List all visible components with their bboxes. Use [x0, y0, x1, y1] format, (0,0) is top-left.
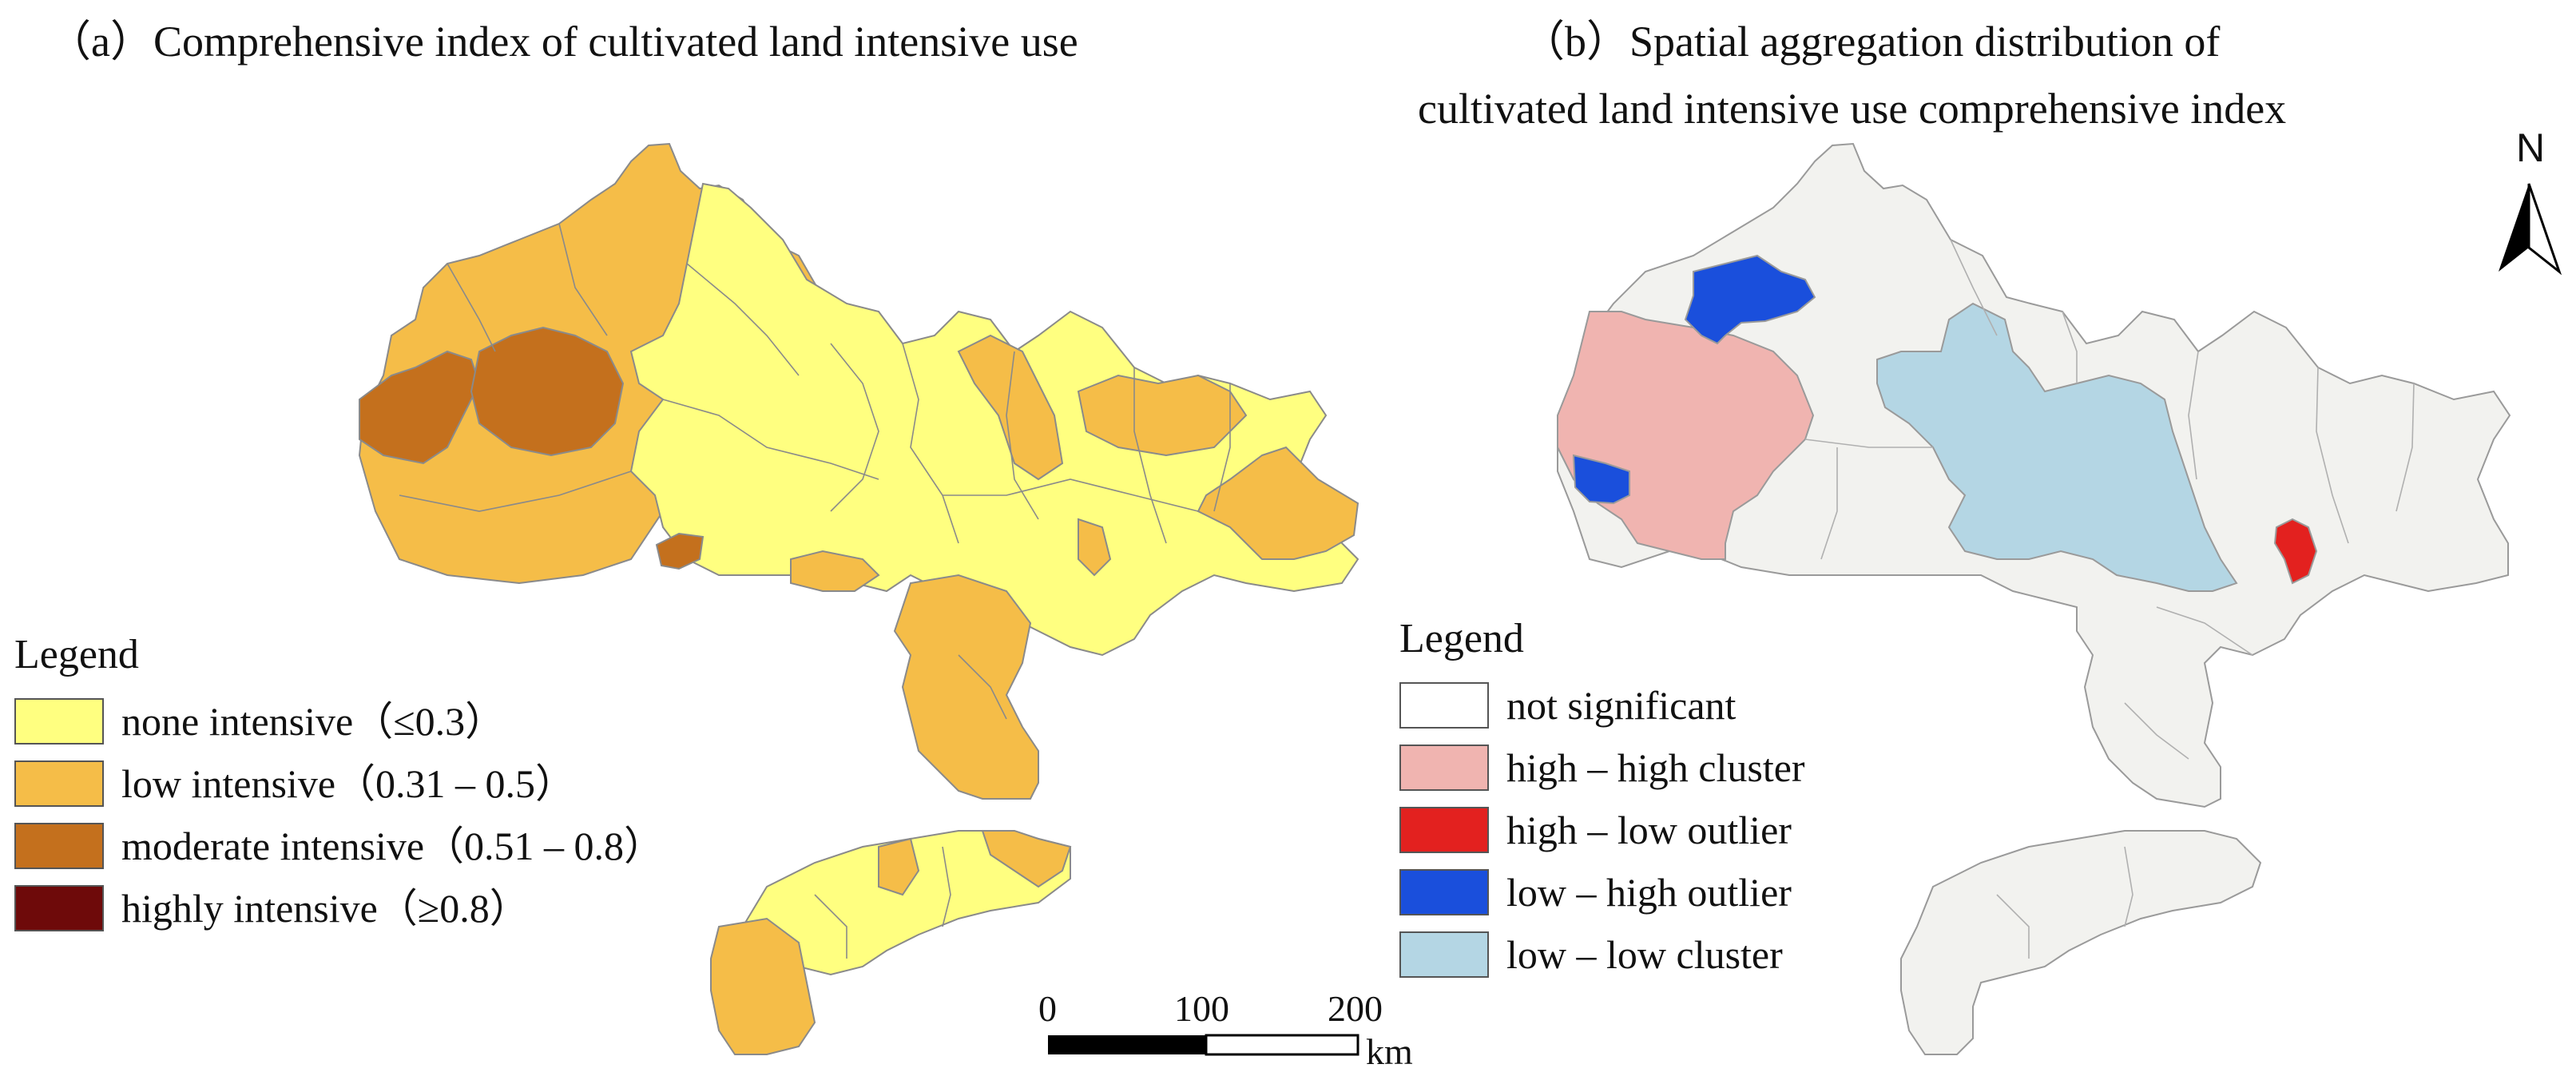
legend-b-label: not significant	[1506, 683, 1737, 728]
map-a-region-island-w	[710, 917, 816, 1055]
legend-a-swatch-moderate	[14, 823, 104, 869]
legend-a-title: Legend	[14, 632, 139, 677]
north-arrow-icon	[2499, 183, 2562, 276]
legend-a-label: low intensive（0.31 – 0.5）	[121, 761, 576, 806]
scale-bar-white-segment	[1205, 1034, 1359, 1056]
legend-b-label: high – high cluster	[1506, 745, 1805, 790]
map-a-region-s2	[1078, 518, 1112, 577]
legend-b-label: low – low cluster	[1506, 932, 1783, 977]
legend-b: Legend not significant high – high clust…	[1399, 615, 1805, 986]
north-label: N	[2516, 125, 2546, 170]
map-b-low-low-cluster	[1876, 302, 2238, 592]
legend-b-swatch-high-high	[1399, 745, 1489, 791]
map-a-region-moderate-2	[470, 326, 625, 457]
map-b-low-high-outlier-north	[1684, 254, 1816, 345]
legend-b-item: high – high cluster	[1399, 737, 1805, 799]
map-b-boundaries	[1804, 239, 2415, 959]
panel-b-title-line2: cultivated land intensive use comprehens…	[1418, 85, 2287, 133]
legend-a-label: none intensive（≤0.3）	[121, 699, 506, 744]
map-b-base-island	[1900, 830, 2262, 1055]
scale-tick-200: 200	[1328, 988, 1383, 1029]
map-a-region-south-coast	[790, 550, 880, 592]
map-a-region-peninsula	[893, 574, 1039, 800]
map-a-region-central	[629, 182, 1359, 657]
scale-bar-black-segment	[1048, 1035, 1206, 1054]
legend-a-label: highly intensive（≥0.8）	[121, 886, 530, 931]
scale-tick-100: 100	[1174, 988, 1229, 1029]
legend-b-item: high – low outlier	[1399, 799, 1805, 861]
map-a-region-east-coast	[1197, 446, 1359, 560]
legend-b-title: Legend	[1399, 616, 1524, 661]
map-a-region-island-c	[878, 837, 920, 896]
legend-b-swatch-not-significant	[1399, 682, 1489, 729]
map-b-high-low-outlier	[2273, 518, 2318, 585]
map-a-region-island-e	[981, 830, 1072, 888]
legend-b-swatch-low-low	[1399, 931, 1489, 978]
legend-b-item: low – high outlier	[1399, 861, 1805, 923]
map-b-low-high-outlier-west	[1572, 454, 1630, 505]
map-b	[1557, 142, 2511, 1055]
scale-tick-0: 0	[1038, 988, 1057, 1029]
map-a-region-ne1	[957, 334, 1064, 481]
map-a	[358, 142, 1359, 1055]
scale-bar	[1048, 1034, 1359, 1056]
legend-a-item: highly intensive（≥0.8）	[14, 877, 664, 939]
map-a-region-moderate-3	[655, 532, 705, 570]
panel-a-title: （a）Comprehensive index of cultivated lan…	[48, 18, 1078, 66]
map-a-region-ne2	[1077, 374, 1248, 457]
map-a-region-moderate-1	[359, 350, 481, 465]
legend-a: Legend none intensive（≤0.3） low intensiv…	[14, 631, 664, 939]
legend-b-label: low – high outlier	[1506, 870, 1792, 915]
legend-a-item: low intensive（0.31 – 0.5）	[14, 752, 664, 815]
panel-b-title-line1: （b）Spatial aggregation distribution of	[1522, 18, 2221, 66]
legend-b-label: high – low outlier	[1506, 808, 1792, 852]
legend-a-swatch-high	[14, 885, 104, 931]
legend-a-item: none intensive（≤0.3）	[14, 690, 664, 752]
legend-a-label: moderate intensive（0.51 – 0.8）	[121, 824, 665, 868]
scale-unit: km	[1366, 1031, 1413, 1072]
legend-b-swatch-high-low	[1399, 807, 1489, 853]
legend-a-item: moderate intensive（0.51 – 0.8）	[14, 815, 664, 877]
legend-a-swatch-none	[14, 698, 104, 745]
map-a-boundaries	[399, 223, 1231, 959]
legend-b-swatch-low-high	[1399, 869, 1489, 915]
legend-b-item: low – low cluster	[1399, 923, 1805, 986]
legend-a-swatch-low	[14, 760, 104, 807]
legend-b-item: not significant	[1399, 674, 1805, 737]
